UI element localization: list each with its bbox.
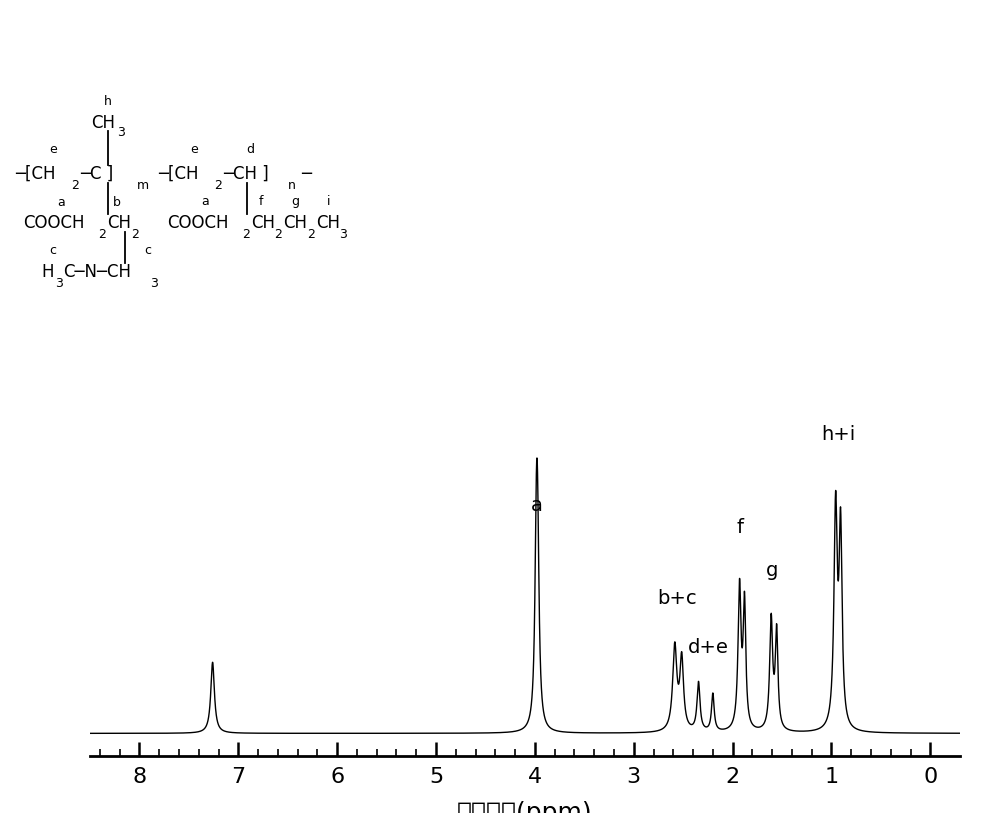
Text: 2: 2 [98,228,106,241]
Text: d: d [246,143,254,156]
Text: b: b [113,196,121,209]
Text: CH: CH [251,214,275,233]
Text: 2: 2 [242,228,250,241]
Text: g: g [291,195,299,208]
Text: 2: 2 [275,228,282,241]
Text: h: h [104,95,112,108]
Text: g: g [766,561,778,580]
Text: CH: CH [107,214,131,233]
Text: i: i [327,195,330,208]
Text: 3: 3 [117,126,124,139]
X-axis label: 化学位移(ppm): 化学位移(ppm) [457,801,593,813]
Text: a: a [531,496,543,515]
Text: COOCH: COOCH [24,214,85,233]
Text: ─[CH: ─[CH [158,165,198,183]
Text: e: e [49,143,57,156]
Text: c: c [49,244,56,257]
Text: ─[CH: ─[CH [15,165,55,183]
Text: c: c [144,244,151,257]
Text: f: f [258,195,263,208]
Text: CH: CH [91,115,115,133]
Text: 3: 3 [55,277,62,290]
Text: h+i: h+i [821,425,856,444]
Text: 2: 2 [131,228,139,241]
Text: d+e: d+e [687,637,728,657]
Text: m: m [137,180,149,193]
Text: a: a [201,195,209,208]
Text: COOCH: COOCH [168,214,229,233]
Text: b+c: b+c [657,589,697,608]
Text: CH: CH [283,214,307,233]
Text: 3: 3 [340,228,347,241]
Text: f: f [736,519,743,537]
Text: 2: 2 [71,180,79,193]
Text: C─N─CH: C─N─CH [63,263,131,281]
Text: ─CH ]: ─CH ] [223,165,268,183]
Text: n: n [288,180,296,193]
Text: ─C ]: ─C ] [80,165,113,183]
Text: a: a [57,196,65,209]
Text: 3: 3 [151,277,158,290]
Text: 2: 2 [214,180,222,193]
Text: e: e [190,143,198,156]
Text: 2: 2 [307,228,315,241]
Text: CH: CH [316,214,340,233]
Text: ─: ─ [301,165,311,183]
Text: H: H [42,263,54,281]
